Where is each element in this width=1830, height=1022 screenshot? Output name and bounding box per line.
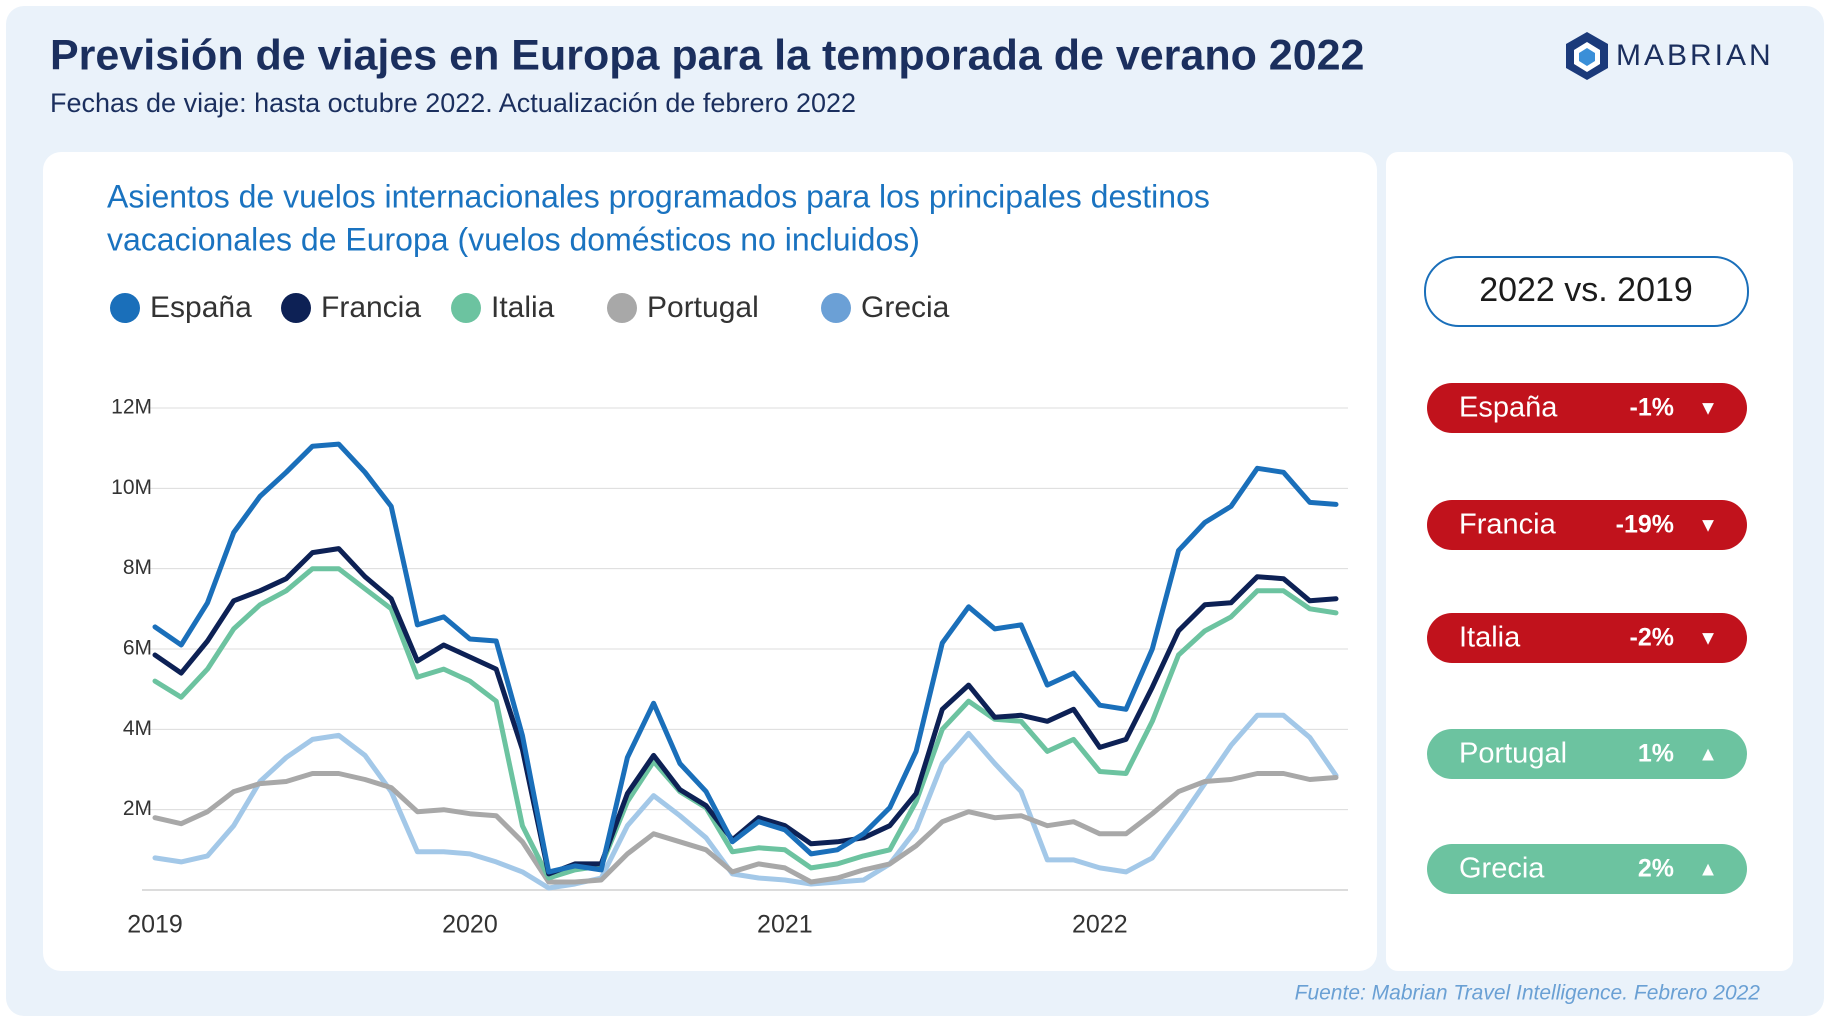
data-line bbox=[152, 566, 1339, 881]
comparison-arrow: ▼ bbox=[1698, 397, 1718, 419]
comparison-value: -1% bbox=[1630, 394, 1674, 422]
comparison-arrow: ▲ bbox=[1698, 743, 1718, 765]
x-tick-label: 2021 bbox=[757, 911, 813, 939]
page-title: Previsión de viajes en Europa para la te… bbox=[50, 31, 1364, 79]
data-line bbox=[152, 441, 1339, 875]
data-line bbox=[152, 712, 1339, 891]
legend-label: Portugal bbox=[647, 291, 759, 324]
comparison-pill bbox=[1427, 500, 1747, 550]
comparison-pill bbox=[1427, 844, 1747, 894]
y-tick-label: 10M bbox=[111, 476, 152, 499]
comparison-value: 1% bbox=[1638, 740, 1674, 768]
chart-title: vacacionales de Europa (vuelos doméstico… bbox=[107, 221, 920, 257]
comparison-pill bbox=[1427, 383, 1747, 433]
legend-marker bbox=[110, 293, 140, 323]
legend-marker bbox=[607, 293, 637, 323]
x-tick-label: 2019 bbox=[127, 911, 183, 939]
legend-marker bbox=[451, 293, 481, 323]
x-tick-label: 2022 bbox=[1072, 911, 1128, 939]
y-tick-label: 6M bbox=[123, 637, 152, 660]
logo-icon bbox=[1566, 32, 1608, 80]
source-note: Fuente: Mabrian Travel Intelligence. Feb… bbox=[1295, 982, 1761, 1005]
y-tick-label: 12M bbox=[111, 396, 152, 419]
comparison-value: 2% bbox=[1638, 855, 1674, 883]
y-tick-label: 4M bbox=[123, 717, 152, 740]
chart-card bbox=[43, 152, 1377, 971]
comparison-name: España bbox=[1459, 392, 1558, 424]
legend-label: Italia bbox=[491, 291, 555, 324]
page-subtitle: Fechas de viaje: hasta octubre 2022. Act… bbox=[50, 88, 856, 118]
comparison-value: -2% bbox=[1630, 624, 1674, 652]
comparison-arrow: ▲ bbox=[1698, 858, 1718, 880]
comparison-name: Francia bbox=[1459, 509, 1557, 541]
legend-label: Francia bbox=[321, 291, 421, 324]
comparison-value: -19% bbox=[1616, 511, 1674, 539]
legend-marker bbox=[821, 293, 851, 323]
comparison-arrow: ▼ bbox=[1698, 627, 1718, 649]
legend-marker bbox=[281, 293, 311, 323]
comparison-arrow: ▼ bbox=[1698, 514, 1718, 536]
logo-text: MABRIAN bbox=[1616, 39, 1774, 72]
legend-label: España bbox=[150, 291, 252, 324]
legend-label: Grecia bbox=[861, 291, 950, 324]
comparison-name: Italia bbox=[1459, 622, 1521, 654]
data-line bbox=[152, 771, 1339, 885]
comparison-name: Grecia bbox=[1459, 853, 1545, 885]
comparison-title: 2022 vs. 2019 bbox=[1479, 271, 1693, 309]
comparison-pill bbox=[1427, 613, 1747, 663]
comparison-header bbox=[1424, 256, 1749, 327]
y-tick-label: 8M bbox=[123, 556, 152, 579]
x-tick-label: 2020 bbox=[442, 911, 498, 939]
chart-title: Asientos de vuelos internacionales progr… bbox=[107, 178, 1210, 214]
comparison-name: Portugal bbox=[1459, 738, 1567, 770]
comparison-pill bbox=[1427, 729, 1747, 779]
y-tick-label: 2M bbox=[123, 797, 152, 820]
